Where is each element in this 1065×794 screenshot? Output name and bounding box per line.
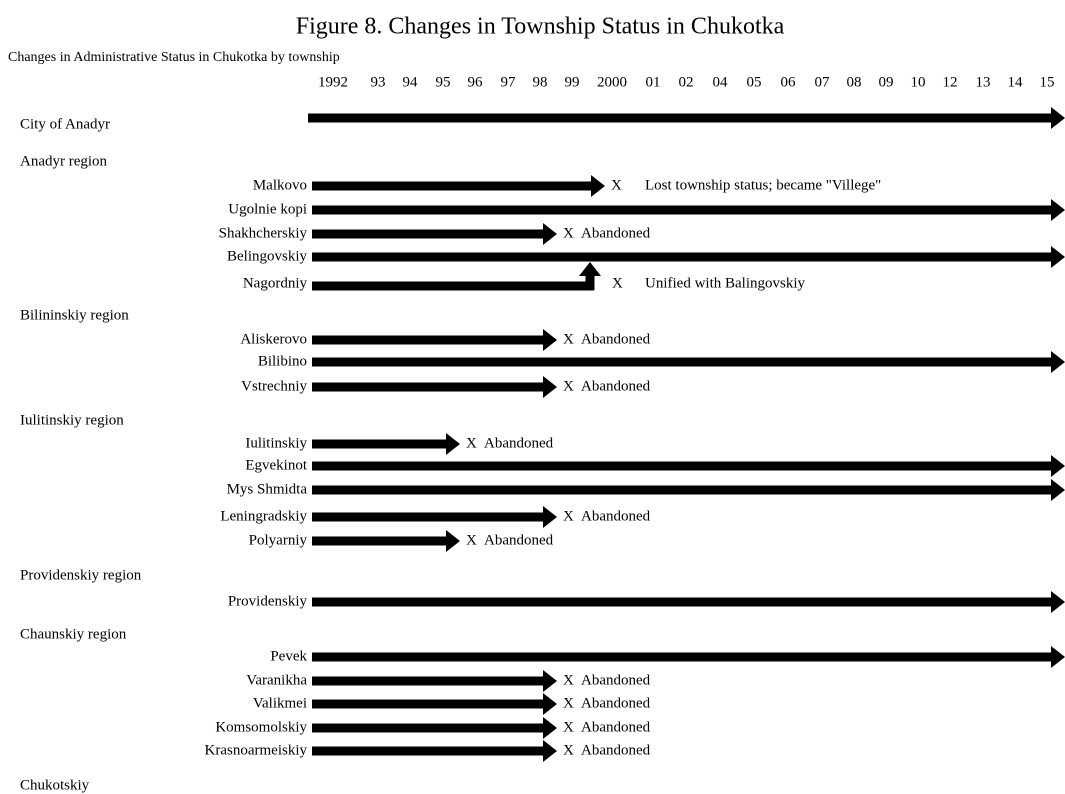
year-label: 97 xyxy=(501,74,517,90)
year-label: 07 xyxy=(815,74,831,90)
township-name: Iulitinskiy xyxy=(245,435,307,451)
end-marker: X xyxy=(563,742,574,758)
end-marker: X xyxy=(466,435,477,451)
year-label: 09 xyxy=(879,74,894,90)
end-marker: X xyxy=(611,177,622,193)
group-label: Chukotskiy xyxy=(20,777,90,793)
year-label: 04 xyxy=(713,74,729,90)
title: Figure 8. Changes in Township Status in … xyxy=(296,14,785,40)
end-marker: X xyxy=(563,719,574,735)
township-name: Nagordniy xyxy=(243,275,308,291)
group-label: Providenskiy region xyxy=(20,567,142,583)
township-name: Belingovskiy xyxy=(227,248,308,264)
year-label: 06 xyxy=(781,74,797,90)
group-label: Iulitinskiy region xyxy=(20,412,124,428)
status-note: Abandoned xyxy=(581,719,651,735)
township-name: Egvekinot xyxy=(245,457,307,473)
end-marker: X xyxy=(612,275,623,291)
year-label: 02 xyxy=(679,74,694,90)
group-label: Bilininskiy region xyxy=(20,307,129,323)
township-name: Shakhcherskiy xyxy=(219,225,308,241)
status-note: Abandoned xyxy=(581,508,651,524)
status-note: Unified with Balingovskiy xyxy=(645,275,805,291)
township-name: Komsomolskiy xyxy=(215,719,307,735)
township-name: Malkovo xyxy=(253,177,307,193)
group-label: Chaunskiy region xyxy=(20,626,127,642)
group-label: City of Anadyr xyxy=(20,116,110,132)
end-marker: X xyxy=(563,225,574,241)
year-label: 99 xyxy=(565,74,580,90)
year-label: 93 xyxy=(371,74,386,90)
year-label: 05 xyxy=(747,74,762,90)
status-note: Abandoned xyxy=(581,331,651,347)
township-name: Leningradskiy xyxy=(220,508,307,524)
township-name: Aliskerovo xyxy=(240,331,307,347)
year-label: 95 xyxy=(436,74,451,90)
end-marker: X xyxy=(563,672,574,688)
year-label: 01 xyxy=(646,74,661,90)
year-label: 96 xyxy=(468,74,484,90)
status-note: Abandoned xyxy=(484,435,554,451)
status-note: Lost township status; became "Villege" xyxy=(645,177,881,193)
end-marker: X xyxy=(466,532,477,548)
year-label: 2000 xyxy=(597,74,627,90)
township-name: Ugolnie kopi xyxy=(228,201,307,217)
status-note: Abandoned xyxy=(484,532,554,548)
status-note: Abandoned xyxy=(581,378,651,394)
year-label: 08 xyxy=(847,74,862,90)
year-label: 94 xyxy=(403,74,419,90)
end-marker: X xyxy=(563,331,574,347)
status-note: Abandoned xyxy=(581,742,651,758)
end-marker: X xyxy=(563,508,574,524)
township-name: Polyarniy xyxy=(249,532,308,548)
year-label: 14 xyxy=(1008,74,1024,90)
year-label: 98 xyxy=(533,74,548,90)
township-name: Vstrechniy xyxy=(241,378,307,394)
township-name: Varanikha xyxy=(246,672,307,688)
end-marker: X xyxy=(563,378,574,394)
township-name: Pevek xyxy=(270,648,307,664)
year-label: 1992 xyxy=(318,74,348,90)
subtitle: Changes in Administrative Status in Chuk… xyxy=(8,50,340,65)
status-note: Abandoned xyxy=(581,672,651,688)
township-name: Providenskiy xyxy=(228,593,308,609)
year-label: 15 xyxy=(1040,74,1055,90)
year-label: 12 xyxy=(943,74,958,90)
township-name: Valikmei xyxy=(253,695,307,711)
township-name: Krasnoarmeiskiy xyxy=(205,742,308,758)
end-marker: X xyxy=(563,695,574,711)
year-label: 10 xyxy=(911,74,926,90)
status-note: Abandoned xyxy=(581,695,651,711)
township-name: Mys Shmidta xyxy=(227,481,308,497)
year-label: 13 xyxy=(976,74,991,90)
township-name: Bilibino xyxy=(258,353,307,369)
group-label: Anadyr region xyxy=(20,153,108,169)
status-note: Abandoned xyxy=(581,225,651,241)
